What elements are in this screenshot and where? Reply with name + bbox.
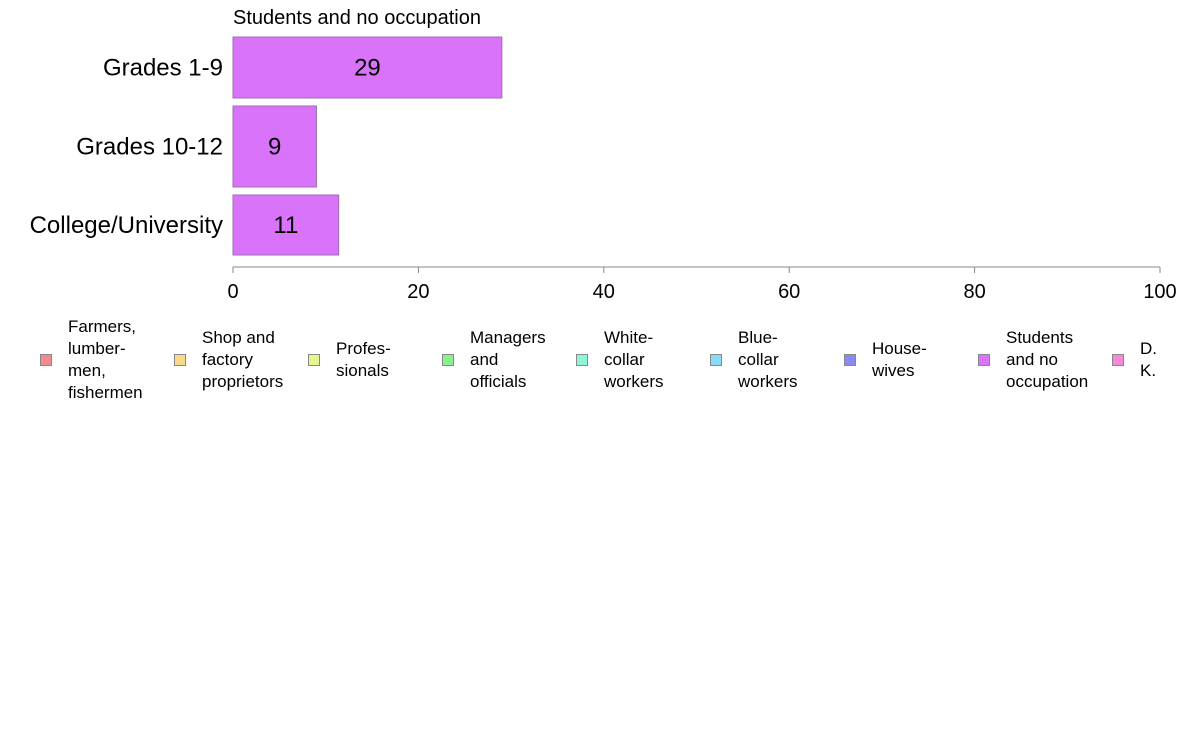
legend-item: Blue-collar workers xyxy=(710,315,798,405)
legend-swatch xyxy=(978,354,990,366)
legend-swatch xyxy=(1112,354,1124,366)
bar-grades-10-12 xyxy=(232,105,317,188)
legend-item: Profes- sionals xyxy=(308,315,391,405)
bar-value-label: 9 xyxy=(268,134,281,161)
legend-swatch xyxy=(710,354,722,366)
legend-item: House- wives xyxy=(844,315,927,405)
legend-swatch xyxy=(308,354,320,366)
legend-label: Students and no occupation xyxy=(1006,328,1089,391)
legend-swatch xyxy=(40,354,52,366)
category-label: College/University xyxy=(30,212,223,239)
legend-label: Profes- sionals xyxy=(336,339,391,380)
legend-label: Blue-collar workers xyxy=(738,328,798,391)
legend-label: Shop and factory proprietors xyxy=(202,328,284,391)
bar-college-university xyxy=(232,194,340,256)
legend-item: D. K. xyxy=(1112,315,1157,405)
bar-chart: Students and no occupation Grades 1-9 29G… xyxy=(30,7,1177,300)
category-label: Grades 10-12 xyxy=(76,134,223,161)
legend-label: White- collar workers xyxy=(604,328,664,391)
legend-label: D. K. xyxy=(1140,339,1157,380)
x-axis: 0 20 40 60 80 100 xyxy=(227,266,1177,300)
legend-label: Managers and officials xyxy=(470,328,546,391)
bar-value-label: 11 xyxy=(273,212,298,239)
category-label: Grades 1-9 xyxy=(103,55,223,82)
legend-label: Farmers, lumber- men, fishermen xyxy=(68,317,143,402)
legend-item: Students and no occupation xyxy=(978,315,1088,405)
x-tick-label: 20 xyxy=(407,281,429,300)
bars-group: Grades 1-9 29 Grades 10-12 9 College/Univers… xyxy=(30,36,503,256)
legend-item: Managers and officials xyxy=(442,315,546,405)
bar-value-label: 29 xyxy=(354,55,381,82)
x-tick-label: 60 xyxy=(778,281,800,300)
legend-item: Shop and factory proprietors xyxy=(174,315,283,405)
legend-swatch xyxy=(844,354,856,366)
x-tick-label: 0 xyxy=(227,281,238,300)
bar-grades-1-9 xyxy=(232,36,503,99)
x-tick-label: 80 xyxy=(963,281,985,300)
legend-label: House- wives xyxy=(872,339,927,380)
legend-swatch xyxy=(576,354,588,366)
legend-swatch xyxy=(174,354,186,366)
legend-item: White- collar workers xyxy=(576,315,664,405)
legend-swatch xyxy=(442,354,454,366)
chart-title: Students and no occupation xyxy=(233,7,481,29)
legend-item: Farmers, lumber- men, fishermen xyxy=(40,315,143,405)
x-tick-label: 100 xyxy=(1143,281,1176,300)
x-tick-label: 40 xyxy=(593,281,615,300)
